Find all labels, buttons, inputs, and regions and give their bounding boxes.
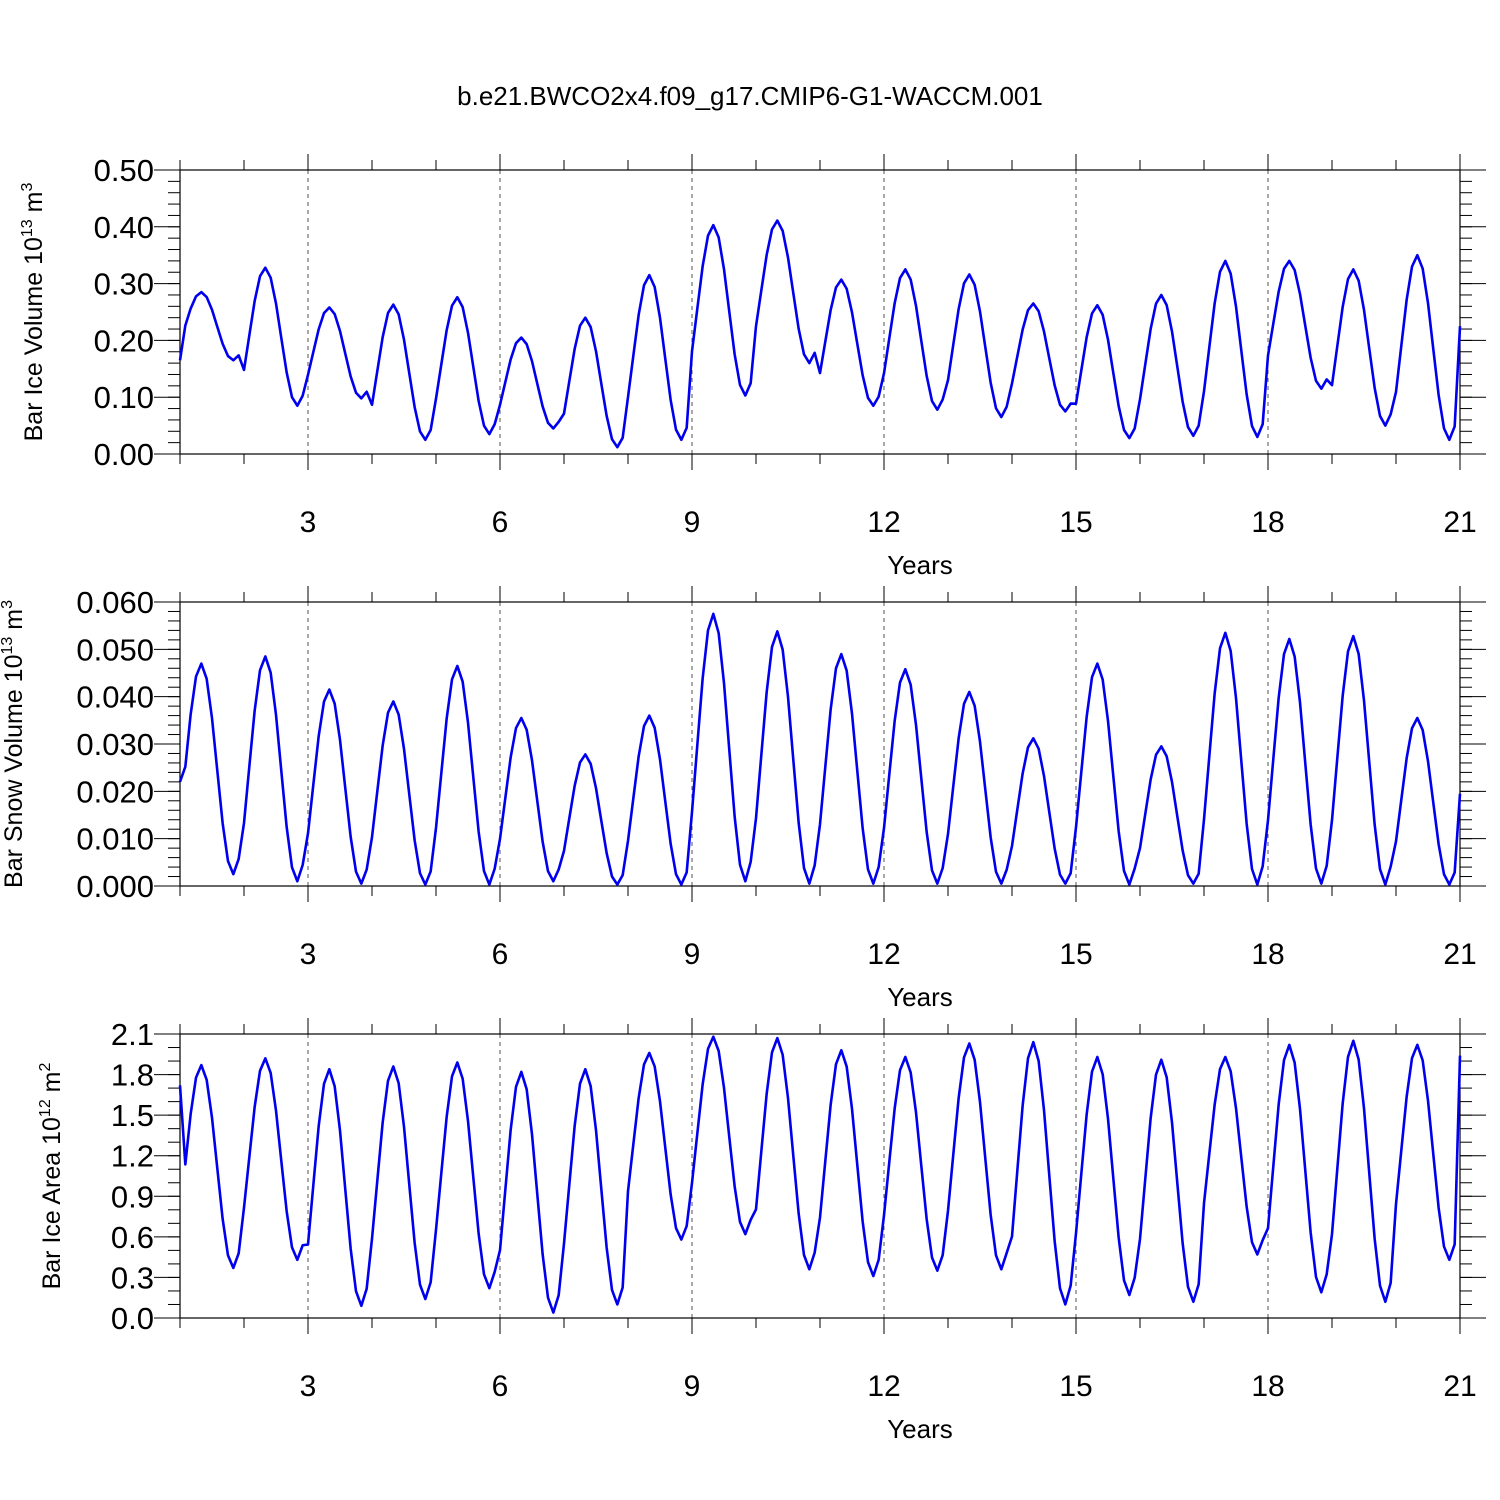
y-tick-label: 2.1	[111, 1017, 154, 1052]
y-tick-label: 0.000	[76, 869, 154, 904]
y-tick-label: 0.40	[94, 210, 154, 245]
x-tick-label: 18	[1251, 506, 1284, 539]
y-tick-label: 0.20	[94, 323, 154, 358]
x-tick-label: 15	[1059, 1370, 1092, 1403]
y-tick-label: 0.040	[76, 680, 154, 715]
x-tick-label: 15	[1059, 506, 1092, 539]
x-tick-label: 15	[1059, 938, 1092, 971]
y-tick-label: 0.10	[94, 380, 154, 415]
y-tick-label: 0.3	[111, 1260, 154, 1295]
x-axis-label: Years	[887, 1414, 953, 1444]
y-tick-label: 0.010	[76, 822, 154, 857]
x-tick-label: 21	[1443, 938, 1476, 971]
x-tick-label: 6	[492, 938, 509, 971]
x-tick-label: 21	[1443, 506, 1476, 539]
x-axis-label: Years	[887, 550, 953, 580]
y-tick-label: 0.30	[94, 267, 154, 302]
x-tick-label: 18	[1251, 938, 1284, 971]
series-line-snow-volume	[178, 612, 1462, 886]
x-axis-label: Years	[887, 982, 953, 1012]
y-tick-label: 0.00	[94, 437, 154, 472]
x-tick-label: 21	[1443, 1370, 1476, 1403]
figure-title: b.e21.BWCO2x4.f09_g17.CMIP6-G1-WACCM.001	[457, 81, 1043, 111]
x-tick-label: 6	[492, 1370, 509, 1403]
y-tick-label: 0.060	[76, 585, 154, 620]
panels: 3 6 9 12 15 18 21 0.00 0.10 0.20 0.30 0.40 0.50 Years…	[0, 153, 1486, 1444]
x-tick-label: 12	[867, 1370, 900, 1403]
panel-snow-volume: 3 6 9 12 15 18 21 0.000 0.010 0.020 0.030 0.040 0.05…	[0, 585, 1486, 1012]
x-tick-label: 3	[300, 506, 317, 539]
x-tick-label: 9	[684, 506, 701, 539]
series-line-ice-area	[178, 1035, 1462, 1314]
x-tick-label: 3	[300, 1370, 317, 1403]
x-tick-label: 3	[300, 938, 317, 971]
y-axis-label: Bar Ice Area 1012 m2	[37, 1063, 66, 1290]
panel-ice-area: 3 6 9 12 15 18 21 0.0 0.3 0.6 0.9 1.2 1.5 1.8 2.1 Years…	[37, 1017, 1486, 1444]
x-tick-label: 9	[684, 1370, 701, 1403]
y-tick-label: 0.9	[111, 1179, 154, 1214]
x-tick-label: 9	[684, 938, 701, 971]
y-tick-label: 0.0	[111, 1301, 154, 1336]
series-line-ice-volume	[178, 219, 1462, 449]
panel-ice-volume: 3 6 9 12 15 18 21 0.00 0.10 0.20 0.30 0.40 0.50 Years…	[19, 153, 1486, 580]
x-tick-label: 12	[867, 938, 900, 971]
x-tick-label: 18	[1251, 1370, 1284, 1403]
y-tick-label: 1.2	[111, 1139, 154, 1174]
y-tick-label: 0.050	[76, 632, 154, 667]
x-tick-label: 12	[867, 506, 900, 539]
y-tick-label: 0.50	[94, 153, 154, 188]
y-tick-label: 0.030	[76, 727, 154, 762]
y-tick-label: 0.6	[111, 1220, 154, 1255]
y-tick-label: 0.020	[76, 774, 154, 809]
y-axis-label: Bar Snow Volume 1013 m3	[0, 600, 28, 888]
y-tick-label: 1.5	[111, 1098, 154, 1133]
x-tick-label: 6	[492, 506, 509, 539]
y-tick-label: 1.8	[111, 1058, 154, 1093]
y-axis-label: Bar Ice Volume 1013 m3	[19, 183, 48, 442]
